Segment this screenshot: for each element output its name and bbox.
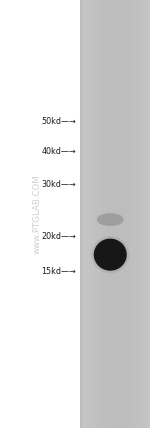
Text: 50kd—→: 50kd—→ — [41, 117, 76, 127]
Bar — [100, 0, 102, 428]
Bar — [91, 0, 93, 428]
Bar — [129, 0, 131, 428]
Bar — [85, 0, 87, 428]
Bar — [112, 0, 115, 428]
Bar — [138, 0, 140, 428]
Bar — [125, 0, 128, 428]
Bar — [146, 0, 148, 428]
Bar — [109, 0, 111, 428]
Bar — [83, 0, 85, 428]
Bar — [87, 0, 89, 428]
Bar — [124, 0, 126, 428]
Bar — [102, 0, 104, 428]
Bar — [81, 0, 82, 428]
Bar — [149, 0, 150, 428]
Bar — [116, 0, 118, 428]
Text: 20kd—→: 20kd—→ — [41, 232, 76, 241]
Ellipse shape — [94, 239, 127, 271]
Bar — [80, 0, 81, 428]
Bar — [133, 0, 135, 428]
Bar — [96, 0, 98, 428]
Bar — [92, 0, 94, 428]
Bar — [131, 0, 133, 428]
Bar — [80, 0, 81, 428]
Bar — [111, 0, 113, 428]
Bar — [135, 0, 137, 428]
Text: 15kd—→: 15kd—→ — [41, 267, 76, 276]
Text: 40kd—→: 40kd—→ — [41, 146, 76, 156]
Bar — [120, 0, 122, 428]
Text: 30kd—→: 30kd—→ — [41, 179, 76, 189]
Bar — [103, 0, 105, 428]
Bar — [118, 0, 120, 428]
Bar — [122, 0, 124, 428]
Bar — [82, 0, 83, 428]
Bar — [142, 0, 144, 428]
Ellipse shape — [96, 241, 124, 268]
Bar — [105, 0, 107, 428]
Bar — [98, 0, 100, 428]
Bar — [140, 0, 142, 428]
Bar — [94, 0, 96, 428]
Bar — [144, 0, 146, 428]
Bar — [107, 0, 109, 428]
Bar — [147, 0, 149, 428]
Bar — [127, 0, 129, 428]
Bar — [89, 0, 91, 428]
Text: www.PTGLAB.COM: www.PTGLAB.COM — [32, 174, 41, 254]
Bar — [81, 0, 83, 428]
Bar — [114, 0, 116, 428]
Ellipse shape — [97, 213, 124, 226]
Ellipse shape — [91, 236, 129, 273]
Bar — [136, 0, 138, 428]
